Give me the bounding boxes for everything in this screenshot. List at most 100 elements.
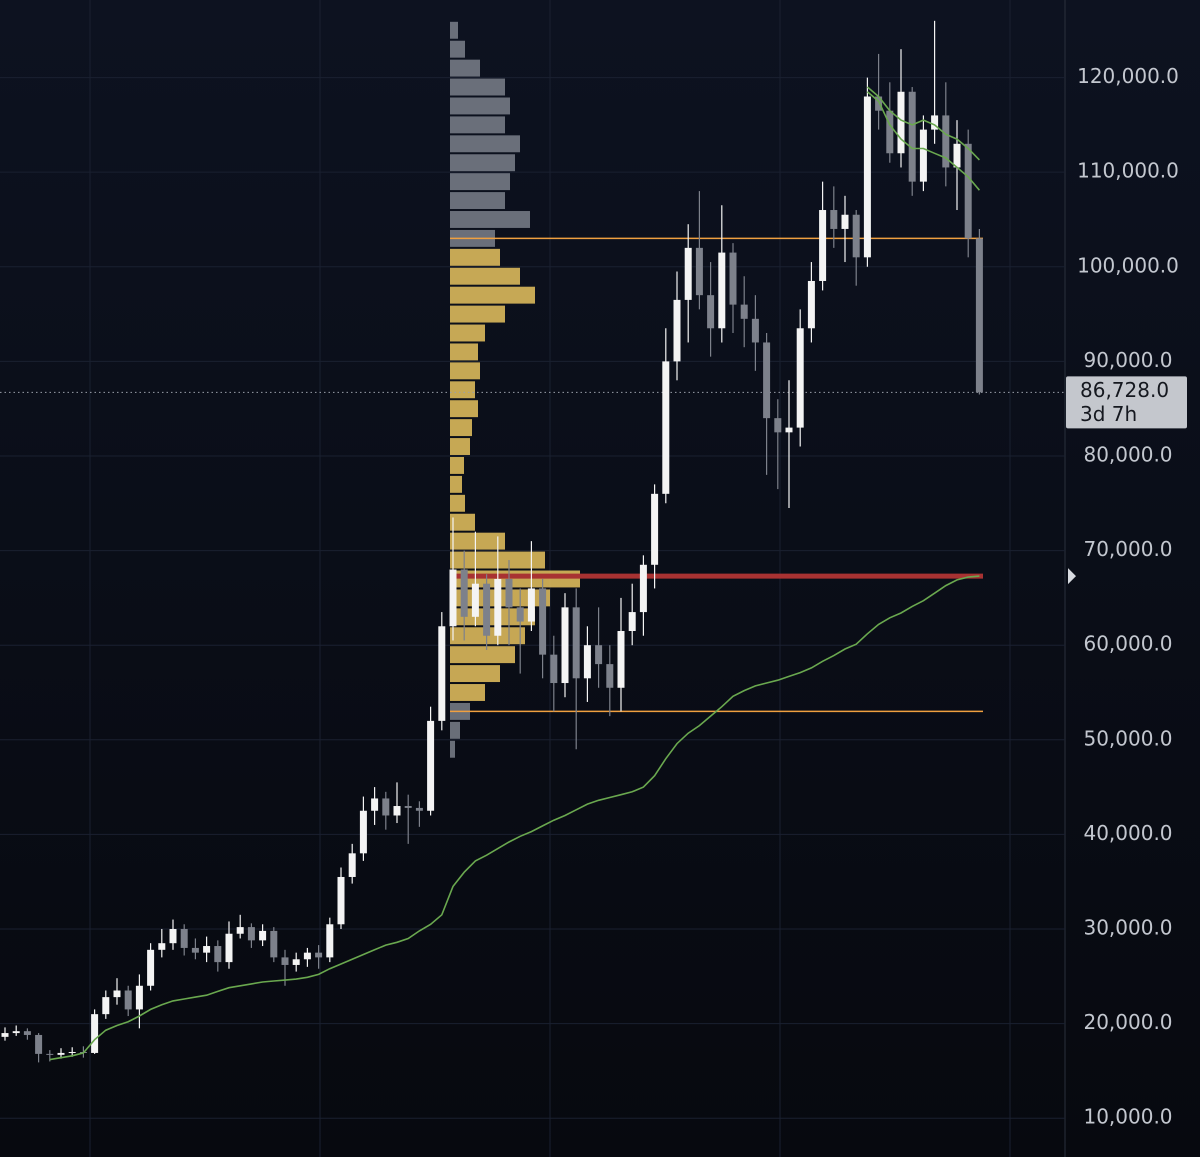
- candle-body: [102, 997, 110, 1015]
- candle-body: [595, 645, 603, 665]
- y-tick-label: 10,000.0: [1083, 1105, 1172, 1129]
- candle-body: [147, 949, 155, 986]
- candle-body: [1, 1033, 9, 1037]
- candle-body: [931, 115, 939, 130]
- moving-average: [866, 86, 980, 161]
- candle-body: [662, 361, 670, 494]
- candle-body: [471, 583, 479, 617]
- profile-bar: [450, 248, 500, 266]
- profile-bar: [450, 740, 455, 758]
- candle-body: [449, 569, 457, 627]
- candle-body: [561, 607, 569, 684]
- profile-bar: [450, 456, 464, 474]
- candles-layer: [1, 20, 983, 1063]
- y-tick-label: 20,000.0: [1083, 1010, 1172, 1034]
- candle-body: [908, 91, 916, 182]
- y-tick-label: 70,000.0: [1083, 537, 1172, 561]
- profile-bar: [450, 135, 520, 153]
- profile-bar: [450, 305, 505, 323]
- candle-body: [841, 214, 849, 229]
- candle-body: [348, 853, 356, 877]
- candle-body: [886, 110, 894, 154]
- candle-body: [628, 612, 636, 632]
- levels-layer: [0, 237, 1065, 713]
- ma-layer: [49, 86, 981, 1061]
- y-tick-label: 90,000.0: [1083, 348, 1172, 372]
- candle-body: [516, 607, 524, 622]
- candle-body: [539, 588, 547, 655]
- y-tick-label: 30,000.0: [1083, 916, 1172, 940]
- candle-body: [337, 876, 345, 925]
- candle-body: [46, 1053, 54, 1055]
- candle-body: [897, 91, 905, 154]
- candle-body: [695, 247, 703, 296]
- candle-body: [718, 252, 726, 329]
- last-price-tag: [1066, 376, 1187, 429]
- candle-body: [751, 318, 759, 343]
- candle-body: [527, 588, 535, 622]
- candle-body: [35, 1034, 43, 1054]
- candle-body: [550, 654, 558, 684]
- profile-bar: [450, 475, 462, 493]
- profile-bar: [450, 494, 465, 512]
- candle-body: [572, 607, 580, 679]
- candle-body: [124, 990, 132, 1010]
- candle-body: [953, 143, 961, 168]
- profile-layer: [450, 21, 580, 758]
- level-marker: [1068, 568, 1076, 585]
- candle-body: [684, 247, 692, 300]
- candle-body: [875, 96, 883, 111]
- candle-body: [807, 280, 815, 329]
- candle-body: [191, 947, 199, 953]
- profile-bar: [450, 419, 472, 437]
- candle-body: [494, 578, 502, 636]
- profile-bar: [450, 343, 478, 361]
- candle-body: [236, 927, 244, 934]
- profile-bar: [450, 721, 460, 739]
- candle-body: [707, 295, 715, 329]
- candle-body: [91, 1014, 99, 1053]
- candle-body: [819, 210, 827, 281]
- candle-body: [225, 933, 233, 963]
- candle-body: [796, 328, 804, 428]
- profile-bar: [450, 97, 510, 115]
- profile-bar: [450, 267, 520, 285]
- candle-body: [214, 946, 222, 963]
- profile-bar: [450, 646, 515, 664]
- candle-body: [774, 418, 782, 433]
- profile-bar: [450, 438, 470, 455]
- candle-body: [393, 806, 401, 816]
- profile-bar: [450, 192, 505, 210]
- last-price-label: 86,728.0: [1080, 378, 1169, 402]
- candle-body: [158, 943, 166, 950]
- profile-bar: [450, 154, 515, 172]
- candle-body: [763, 342, 771, 419]
- candle-body: [438, 626, 446, 721]
- candle-body: [23, 1031, 31, 1035]
- profile-bar: [450, 684, 485, 701]
- candle-body: [12, 1031, 20, 1034]
- candle-body: [919, 129, 927, 182]
- candle-body: [460, 569, 468, 617]
- candle-body: [169, 929, 177, 944]
- candle-body: [270, 930, 278, 958]
- candle-body: [113, 990, 121, 998]
- candle-body: [292, 959, 300, 965]
- profile-bar: [450, 608, 535, 626]
- candle-body: [382, 798, 390, 816]
- moving-average: [49, 575, 980, 1061]
- profile-bar: [450, 324, 485, 342]
- candle-body: [427, 720, 435, 811]
- profile-bar: [450, 381, 475, 399]
- candle-body: [135, 985, 143, 1010]
- candle-body: [942, 115, 950, 168]
- profile-bar: [450, 286, 535, 304]
- candle-body: [830, 210, 838, 229]
- y-tick-label: 80,000.0: [1083, 442, 1172, 466]
- candle-body: [180, 929, 188, 948]
- candle-body: [247, 927, 255, 941]
- countdown-label: 3d 7h: [1080, 402, 1137, 426]
- y-tick-label: 100,000.0: [1077, 253, 1179, 277]
- profile-bar: [450, 78, 505, 96]
